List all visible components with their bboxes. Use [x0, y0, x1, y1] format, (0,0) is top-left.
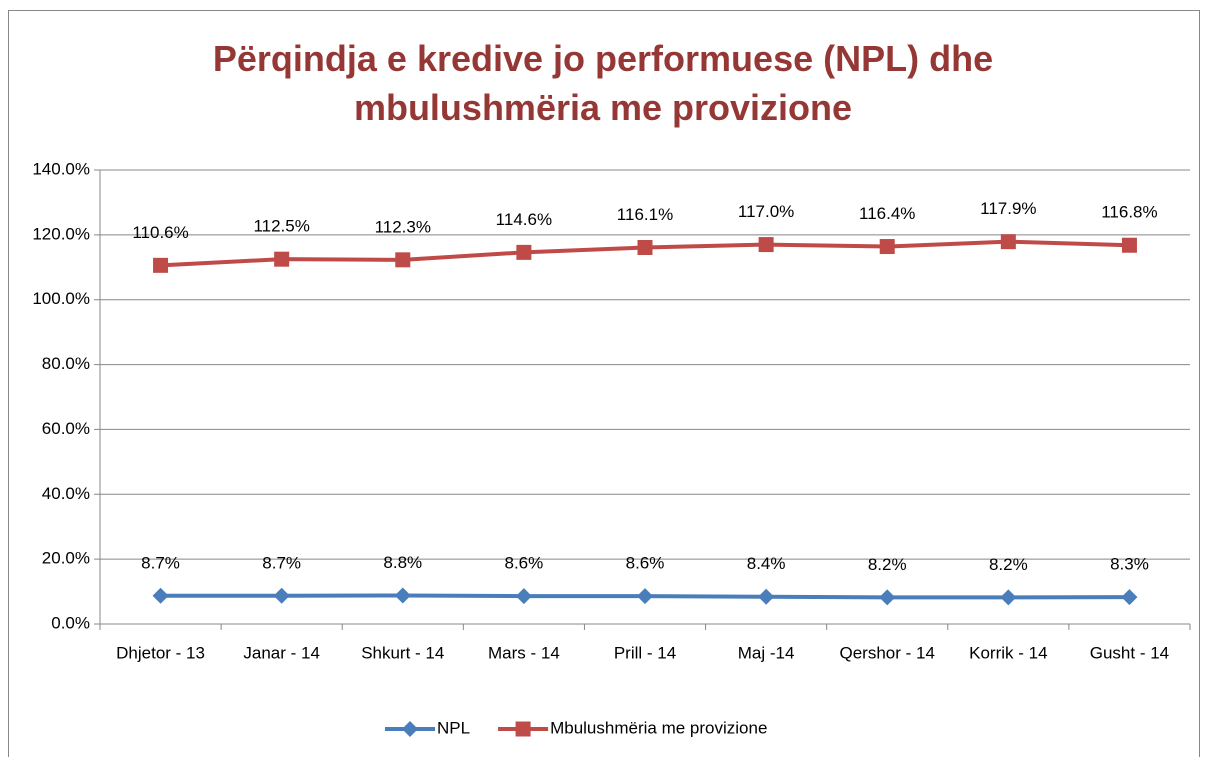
data-label: 110.6%	[132, 223, 188, 242]
marker	[758, 588, 775, 605]
y-tick-label: 20.0%	[42, 549, 90, 568]
data-label: 8.7%	[141, 553, 180, 572]
marker	[879, 589, 896, 606]
legend-label: NPL	[437, 718, 470, 737]
data-label: 117.0%	[738, 202, 794, 221]
data-label: 117.9%	[980, 199, 1036, 218]
marker	[273, 587, 290, 604]
x-tick-label: Janar - 14	[243, 643, 320, 662]
x-tick-label: Mars - 14	[488, 643, 560, 662]
legend-label: Mbulushmëria me provizione	[550, 718, 767, 737]
marker	[1000, 589, 1017, 606]
marker	[1121, 237, 1137, 253]
marker	[1121, 589, 1138, 606]
y-tick-label: 80.0%	[42, 354, 90, 373]
data-label: 8.6%	[626, 554, 665, 573]
marker	[274, 251, 290, 267]
data-label: 8.6%	[505, 554, 544, 573]
x-tick-label: Maj -14	[738, 643, 795, 662]
y-tick-label: 100.0%	[32, 289, 90, 308]
data-label: 8.2%	[989, 555, 1028, 574]
data-label: 116.4%	[859, 204, 915, 223]
x-tick-label: Prill - 14	[614, 643, 676, 662]
x-tick-label: Qershor - 14	[840, 643, 935, 662]
marker	[153, 257, 169, 273]
legend-marker	[402, 721, 418, 737]
data-label: 8.7%	[262, 553, 301, 572]
chart-title: Përqindja e kredive jo performuese (NPL)…	[212, 38, 994, 128]
x-tick-label: Dhjetor - 13	[116, 643, 205, 662]
data-label: 112.5%	[253, 217, 309, 236]
y-tick-label: 60.0%	[42, 419, 90, 438]
data-label: 8.3%	[1110, 555, 1149, 574]
data-label: 8.8%	[383, 553, 422, 572]
x-tick-label: Korrik - 14	[969, 643, 1047, 662]
data-label: 8.4%	[747, 554, 786, 573]
data-label: 116.1%	[617, 205, 673, 224]
marker	[395, 252, 411, 268]
x-tick-label: Shkurt - 14	[361, 643, 444, 662]
chart-border	[8, 10, 1200, 757]
marker	[152, 587, 169, 604]
marker	[879, 239, 895, 255]
marker	[515, 588, 532, 605]
marker	[637, 240, 653, 256]
data-label: 114.6%	[496, 210, 552, 229]
y-tick-label: 0.0%	[51, 613, 90, 632]
marker	[394, 587, 411, 604]
data-label: 8.2%	[868, 555, 907, 574]
marker	[758, 237, 774, 253]
marker	[516, 244, 532, 260]
data-label: 116.8%	[1101, 203, 1157, 222]
y-tick-label: 40.0%	[42, 484, 90, 503]
y-tick-label: 140.0%	[32, 159, 90, 178]
marker	[637, 588, 653, 605]
marker	[1000, 234, 1016, 250]
y-tick-label: 120.0%	[32, 224, 90, 243]
legend-marker	[515, 721, 531, 737]
data-label: 112.3%	[375, 217, 431, 236]
x-tick-label: Gusht - 14	[1090, 643, 1169, 662]
